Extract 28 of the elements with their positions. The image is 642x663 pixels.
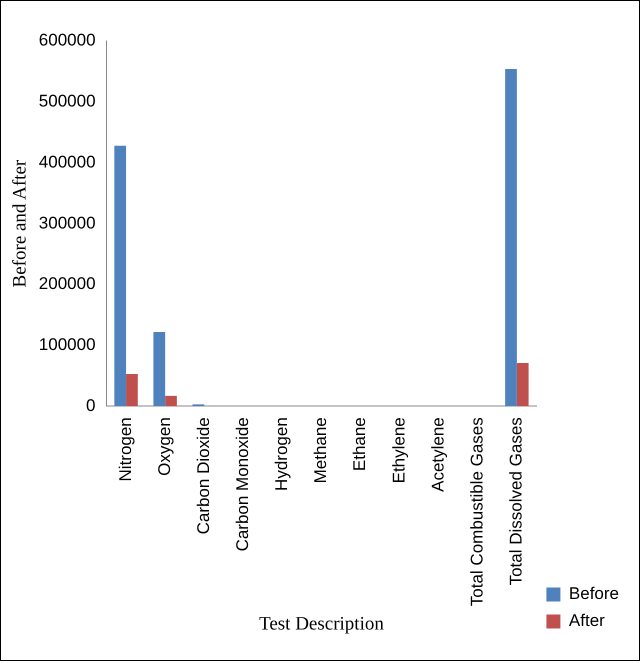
x-tick-label: Carbon Monoxide: [232, 417, 252, 552]
x-tick-label: Hydrogen: [272, 417, 292, 491]
x-tick-label: Methane: [311, 417, 330, 484]
y-tick-label: 200000: [38, 274, 96, 294]
x-tick-label: Total Dissolved Gases: [506, 417, 526, 586]
bar: [505, 69, 517, 406]
bar: [153, 332, 166, 406]
x-tick-label: Total Combustible Gases: [467, 417, 486, 606]
bar: [516, 363, 529, 406]
y-tick-label: 400000: [38, 152, 96, 172]
x-tick-label: Ethane: [350, 417, 370, 472]
bar: [126, 374, 138, 406]
y-tick-label: 0: [86, 396, 96, 415]
y-tick-label: 100000: [38, 335, 96, 354]
x-tick-label: Ethylene: [389, 417, 408, 484]
legend-label: Before: [568, 584, 620, 604]
y-tick-label: 300000: [38, 213, 96, 232]
x-tick-label: Oxygen: [154, 417, 174, 476]
y-tick-label: 600000: [38, 30, 96, 50]
legend-label: After: [568, 611, 606, 630]
bar: [165, 396, 177, 406]
x-axis-title: Test Description: [259, 614, 384, 635]
x-tick-label: Nitrogen: [116, 417, 135, 482]
x-tick-label: Acetylene: [428, 417, 448, 492]
x-tick-label: Carbon Dioxide: [194, 417, 213, 534]
bar: [114, 146, 126, 406]
y-tick-label: 500000: [38, 92, 96, 111]
y-axis-title: Before and After: [9, 159, 30, 288]
